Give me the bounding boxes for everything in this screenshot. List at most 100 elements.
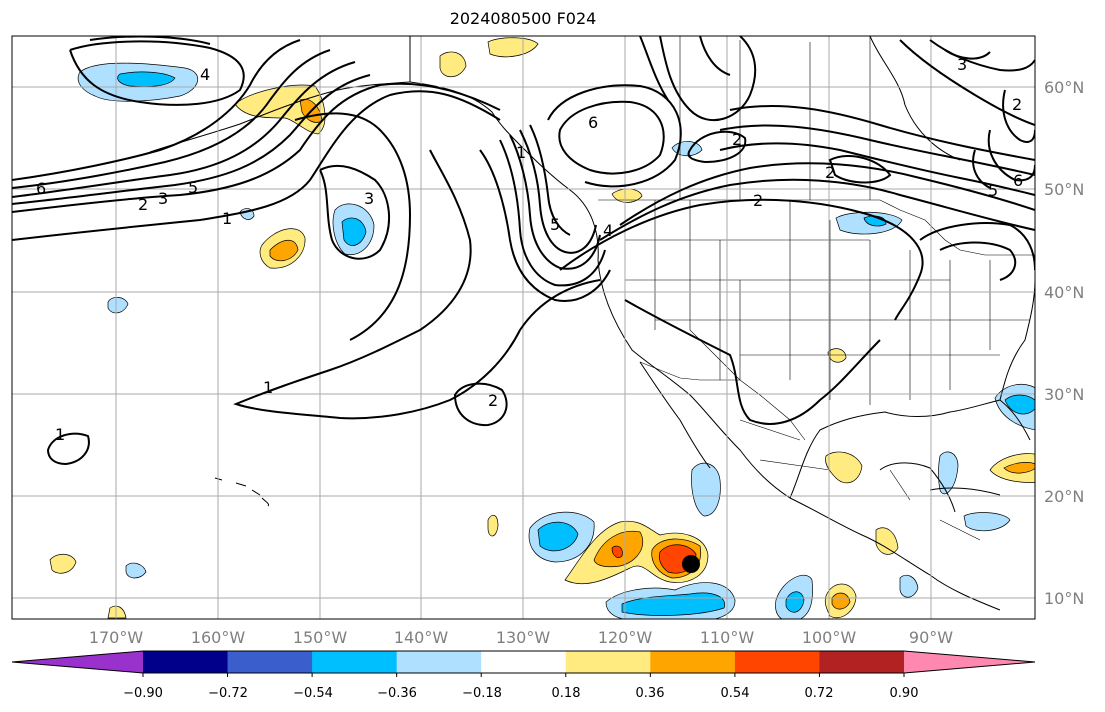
contour-east-1 [559, 198, 924, 321]
lon-label-160w: 160°W [191, 628, 246, 647]
political-borders [409, 36, 1035, 541]
contour-west-6 [12, 39, 301, 181]
contour-label: 5 [988, 181, 998, 200]
border-states-v2 [689, 200, 741, 381]
contour-west-2 [12, 82, 501, 213]
contour-loop-1-west [46, 432, 90, 466]
contour-labels: 1 1 1 2 2 2 2 3 3 4 4 5 5 6 6 3 5 6 2 1 … [36, 55, 1023, 444]
coast-baja [639, 361, 711, 469]
contour-ridge-4 [519, 129, 597, 254]
contour-south-2 [624, 299, 881, 425]
coast-alaska-peninsula [149, 81, 411, 153]
contour-label: 4 [200, 65, 210, 84]
contour-loop-5 [547, 84, 682, 188]
graticule [12, 36, 1035, 619]
colorbar-swatch [650, 651, 736, 673]
coastlines [149, 36, 1035, 611]
contour-east-3 [619, 162, 1035, 226]
shade-blue-small1 [107, 297, 129, 314]
colorbar-tick: −0.90 [123, 686, 163, 701]
contour-label: 6 [1013, 171, 1023, 190]
shade-gulf-blue [938, 451, 959, 495]
contour-ridge-5 [529, 124, 571, 236]
lon-label-110w: 110°W [700, 628, 755, 647]
map-frame [11, 35, 1036, 620]
contour-canada-2b [828, 155, 892, 184]
contour-label: 1 [516, 143, 526, 162]
colorbar-swatch [734, 651, 820, 673]
shade-tropic-blue2-core [621, 592, 726, 616]
contour-label: 1 [55, 425, 65, 444]
contour-north-3 [699, 36, 731, 76]
colorbar-swatch [565, 651, 651, 673]
colorbar-tick: 0.18 [552, 686, 581, 701]
coast-north-america-west [409, 36, 1001, 611]
lon-label-120w: 120°W [598, 628, 653, 647]
border-mexico-states [739, 419, 981, 541]
coast-gulf-mexico [789, 399, 1031, 499]
contour-north-2 [639, 36, 669, 101]
border-us-canada [598, 199, 1035, 256]
contour-label: 3 [957, 55, 967, 74]
shade-bay-yellow [875, 527, 899, 555]
contour-west-3 [12, 74, 371, 205]
lon-label-170w: 170°W [89, 628, 144, 647]
colorbar-extend-max [904, 651, 1035, 673]
contour-east-loop2 [939, 241, 1017, 281]
coast-hudson [869, 36, 961, 161]
contour-ne-1 [899, 39, 1035, 126]
coast-yucatan [879, 462, 956, 513]
colorbar-swatch [481, 651, 567, 673]
contour-label: 1 [263, 378, 273, 397]
lat-label-20n: 20°N [1044, 487, 1084, 506]
lat-label-10n: 10°N [1044, 589, 1084, 608]
colorbar-tick: 0.36 [636, 686, 665, 701]
contour-label: 3 [364, 189, 374, 208]
colorbar-tick: −0.54 [293, 686, 333, 701]
contour-bering-loop2 [89, 36, 211, 45]
contour-east-4 [719, 142, 1035, 196]
lon-label-150w: 150°W [293, 628, 348, 647]
shade-carib-blue [963, 512, 1011, 532]
lat-label-60n: 60°N [1044, 78, 1084, 97]
lat-label-50n: 50°N [1044, 180, 1084, 199]
colorbar-tick: 0.54 [721, 686, 750, 701]
colorbar-swatch [312, 651, 398, 673]
colorbar-ticks: −0.90 −0.72 −0.54 −0.36 −0.18 0.18 0.36 … [123, 673, 918, 701]
contour-ne-5 [987, 129, 1035, 182]
figure-title: 2024080500 F024 [449, 9, 597, 28]
latitude-labels: 60°N 50°N 40°N 30°N 20°N 10°N [1044, 78, 1084, 608]
colorbar-swatch [143, 651, 229, 673]
contour-label: 2 [488, 391, 498, 410]
contour-trough-3 [319, 164, 391, 260]
contour-ridge-2 [499, 139, 606, 287]
shade-gulf-yellow2 [825, 451, 863, 484]
shade-sw-blue [125, 562, 147, 579]
colorbar-swatch [819, 651, 905, 673]
colorbar-tick: 0.72 [805, 686, 834, 701]
lon-label-140w: 140°W [394, 628, 449, 647]
shade-baja-blue [691, 462, 721, 517]
colorbar-extend-min [12, 651, 143, 673]
shade-tropic-orange3 [831, 592, 851, 610]
contour-label: 3 [158, 189, 168, 208]
contour-west-1 [12, 90, 501, 241]
shade-carib-blue2 [899, 574, 919, 598]
contour-ridge-1 [479, 149, 611, 302]
contour-ne-3 [944, 49, 991, 60]
contour-label: 2 [138, 195, 148, 214]
storm-marker-dot [682, 555, 700, 573]
shade-top-yellow1 [439, 51, 467, 78]
contour-west-4 [12, 61, 356, 198]
lat-label-30n: 30°N [1044, 385, 1084, 404]
shade-tropic-blue3-core [785, 591, 805, 613]
shade-tropic-red-small [611, 545, 623, 558]
contour-north-1 [659, 36, 757, 121]
contour-bering-loop [69, 40, 245, 106]
contour-one-west [233, 149, 601, 420]
contour-loop-6 [558, 100, 665, 175]
contour-label: 2 [753, 191, 763, 210]
colorbar-tick: −0.18 [462, 686, 502, 701]
contour-loop-2-south [453, 382, 508, 427]
map-area [12, 36, 1035, 619]
